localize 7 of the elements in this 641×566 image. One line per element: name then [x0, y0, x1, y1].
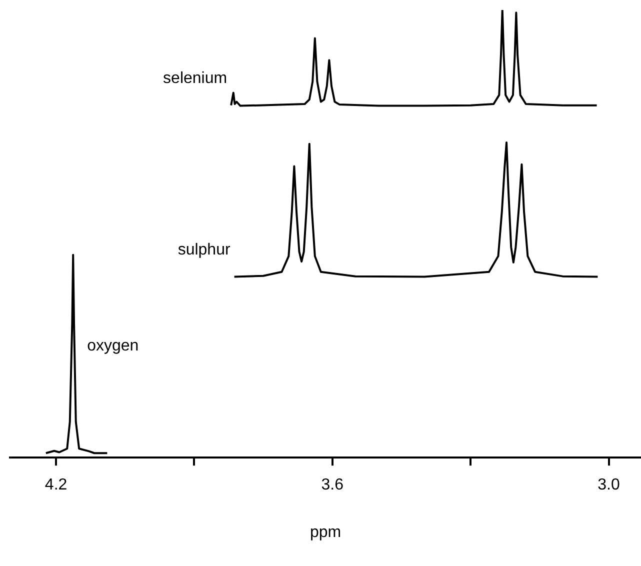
x-tick-label: 4.2: [44, 476, 68, 494]
x-tick-label: 3.6: [321, 476, 344, 494]
series-label: selenium: [163, 70, 228, 87]
series-label: oxygen: [87, 337, 139, 354]
x-tick-label: 3.0: [598, 476, 620, 494]
x-axis-title: ppm: [310, 524, 342, 541]
series-label: sulphur: [178, 241, 231, 258]
